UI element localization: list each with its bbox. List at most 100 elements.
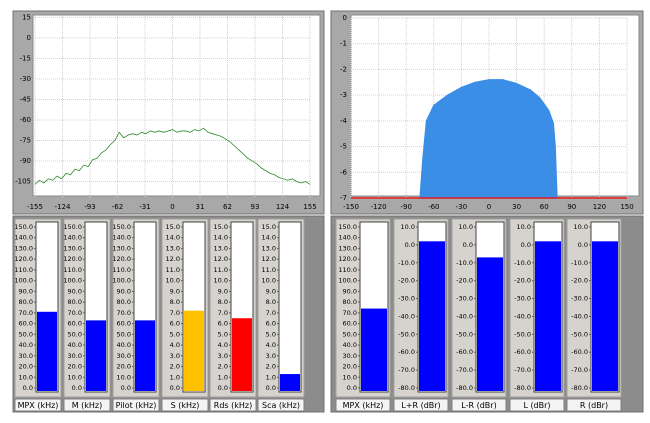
y-tick-label: 120.0 (14, 255, 33, 263)
y-tick-label: 1.0 (170, 373, 180, 381)
y-tick-label: 0.0 (578, 241, 588, 249)
y-tick-label: 15.0 (166, 223, 180, 231)
y-tick-label: -70.0 (456, 366, 473, 374)
x-tick-label: -150 (343, 203, 359, 211)
y-tick-label: -7 (340, 194, 347, 202)
y-tick-label: 20.0 (343, 363, 357, 371)
y-tick-label: -60.0 (514, 348, 531, 356)
meter-label: L-R (dBr) (461, 401, 496, 410)
y-tick-label: -6 (340, 168, 348, 176)
meter-bar (361, 308, 387, 391)
meter-bar (37, 311, 57, 391)
y-tick-label: 5.0 (218, 330, 228, 338)
meter-bar (535, 241, 561, 391)
y-tick-label: 0.0 (405, 241, 415, 249)
y-tick-label: 60.0 (117, 320, 131, 328)
x-tick-label: 31 (196, 203, 205, 211)
y-tick-label: -20.0 (514, 277, 531, 285)
y-tick-label: 2.0 (266, 363, 276, 371)
y-tick-label: 70.0 (68, 309, 82, 317)
y-tick-label: -40.0 (398, 312, 415, 320)
x-tick-label: 120 (593, 203, 606, 211)
x-tick-label: -120 (371, 203, 387, 211)
y-tick-label: -30.0 (514, 295, 531, 303)
y-tick-label: 3.0 (170, 352, 180, 360)
y-tick-label: 30.0 (68, 352, 82, 360)
y-tick-label: 110.0 (112, 266, 131, 274)
y-tick-label: 80.0 (343, 298, 357, 306)
meter-label-box (63, 398, 111, 412)
meter-bar (184, 310, 204, 391)
y-tick-label: 150.0 (338, 223, 357, 231)
meter-label: Rds (kHz) (214, 401, 252, 410)
y-tick-label: 150.0 (63, 223, 82, 231)
y-tick-label: -80.0 (571, 384, 588, 392)
y-tick-label: 15 (22, 13, 31, 21)
y-tick-label: 14.0 (166, 234, 180, 242)
y-tick-label: 10.0 (574, 223, 588, 231)
meter-bar (592, 241, 618, 391)
y-tick-label: 120.0 (338, 255, 357, 263)
y-tick-label: 9.0 (266, 287, 276, 295)
meter-label: Sca (kHz) (262, 401, 300, 410)
y-tick-label: 3.0 (266, 352, 276, 360)
y-tick-label: 10.0 (117, 373, 131, 381)
y-tick-label: 130.0 (338, 244, 357, 252)
y-tick-label: 0.0 (121, 384, 131, 392)
y-tick-label: 80.0 (19, 298, 33, 306)
y-tick-label: 120.0 (112, 255, 131, 263)
y-tick-label: 20.0 (68, 363, 82, 371)
x-tick-label: 30 (512, 203, 521, 211)
y-tick-label: 150.0 (112, 223, 131, 231)
y-tick-label: 5.0 (266, 330, 276, 338)
y-tick-label: 100.0 (112, 277, 131, 285)
y-tick-label: -10.0 (571, 259, 588, 267)
y-tick-label: 4.0 (218, 341, 228, 349)
y-tick-label: 80.0 (117, 298, 131, 306)
meter-label: M (kHz) (72, 401, 103, 410)
y-tick-label: -45 (20, 95, 31, 103)
y-tick-label: 140.0 (14, 234, 33, 242)
y-tick-label: 30.0 (343, 352, 357, 360)
y-tick-label: 130.0 (112, 244, 131, 252)
y-tick-label: 130.0 (14, 244, 33, 252)
y-tick-label: -20.0 (456, 277, 473, 285)
meter-label-box (14, 398, 62, 412)
y-tick-label: 40.0 (19, 341, 33, 349)
y-tick-label: 60.0 (68, 320, 82, 328)
y-tick-label: -70.0 (571, 366, 588, 374)
y-tick-label: 12.0 (166, 255, 180, 263)
y-tick-label: -60.0 (571, 348, 588, 356)
y-tick-label: 13.0 (262, 244, 276, 252)
y-tick-label: 30.0 (117, 352, 131, 360)
y-tick-label: 0.0 (72, 384, 82, 392)
meter-label: MPX (kHz) (18, 401, 59, 410)
y-tick-label: -40.0 (514, 312, 531, 320)
y-tick-label: -30.0 (571, 295, 588, 303)
y-tick-label: 5.0 (170, 330, 180, 338)
y-tick-label: 90.0 (19, 287, 33, 295)
y-tick-label: 50.0 (68, 330, 82, 338)
y-tick-label: 140.0 (338, 234, 357, 242)
y-tick-label: -60 (20, 116, 31, 124)
y-tick-label: -90 (20, 157, 31, 165)
plot-area (32, 14, 321, 197)
y-tick-label: -20.0 (571, 277, 588, 285)
y-tick-label: 0 (27, 34, 31, 42)
meter-label: R (dBr) (580, 401, 608, 410)
y-tick-label: -50.0 (514, 330, 531, 338)
y-tick-label: 50.0 (19, 330, 33, 338)
meter-label: L+R (dBr) (401, 401, 440, 410)
y-tick-label: -10.0 (514, 259, 531, 267)
y-tick-label: 20.0 (19, 363, 33, 371)
y-tick-label: 110.0 (14, 266, 33, 274)
meter-label-box (209, 398, 257, 412)
y-tick-label: 12.0 (262, 255, 276, 263)
y-tick-label: 110.0 (63, 266, 82, 274)
x-tick-label: 0 (487, 203, 491, 211)
meter-label-box (451, 398, 507, 412)
y-tick-label: -20.0 (398, 277, 415, 285)
x-tick-label: -93 (84, 203, 95, 211)
y-tick-label: 120.0 (63, 255, 82, 263)
y-tick-label: 7.0 (170, 309, 180, 317)
